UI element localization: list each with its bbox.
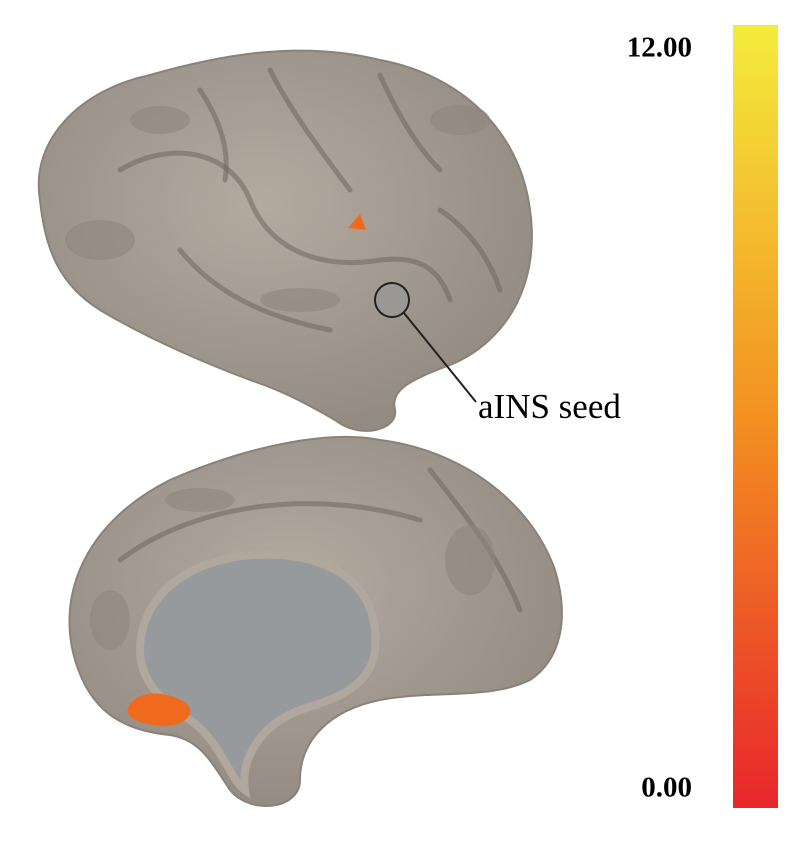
colorbar: [733, 25, 778, 808]
seed-label: aINS seed: [478, 387, 621, 426]
medial-brain: [68, 435, 563, 807]
lateral-brain: [37, 49, 533, 432]
colorbar-tick-label: 12.00: [627, 32, 692, 64]
colorbar-tick-label: 0.00: [641, 772, 692, 804]
